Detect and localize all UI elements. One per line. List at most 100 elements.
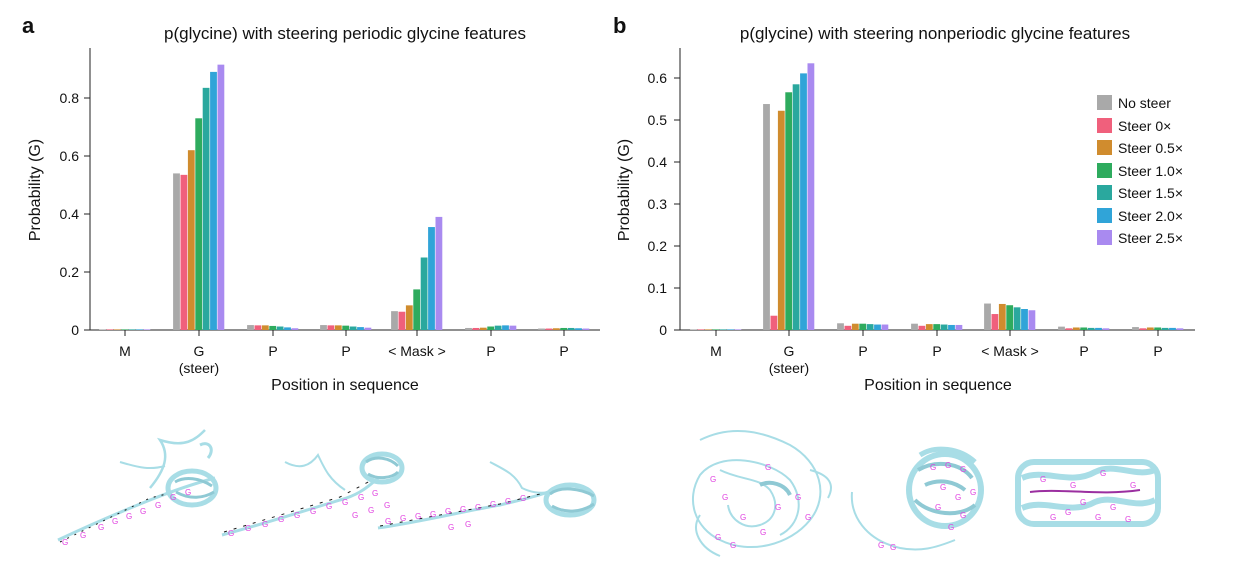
bar-b-bar-s5-c3 bbox=[948, 324, 955, 330]
glycine-marker-55: G bbox=[1050, 513, 1056, 522]
glycine-marker-39: G bbox=[795, 493, 801, 502]
legend-label-6: Steer 2.5× bbox=[1118, 230, 1183, 246]
legend-label-5: Steer 2.0× bbox=[1118, 208, 1183, 224]
bar-a-bar-s3-c5 bbox=[487, 326, 495, 330]
glycine-marker-35: G bbox=[722, 493, 728, 502]
bar-a-bar-s4-c4 bbox=[420, 257, 428, 330]
glycine-marker-7: G bbox=[170, 493, 176, 502]
glycine-marker-12: G bbox=[278, 515, 284, 524]
glycine-marker-23: G bbox=[400, 514, 406, 523]
glycine-marker-21: G bbox=[384, 501, 390, 510]
bar-b-bar-s5-c6 bbox=[1169, 327, 1176, 330]
bar-b-bar-s1-c2 bbox=[844, 325, 852, 330]
y-tick-a-0: 0 bbox=[71, 322, 90, 338]
x-tick-a-5: P bbox=[486, 330, 496, 359]
bar-a-bar-s2-c1 bbox=[187, 150, 195, 330]
glycine-marker-8: G bbox=[185, 488, 191, 497]
y-tick-label-a-3: 0.6 bbox=[60, 148, 80, 164]
bar-b-bar-s2-c3 bbox=[925, 324, 933, 330]
y-tick-label-a-2: 0.4 bbox=[60, 206, 80, 222]
glycine-marker-33: G bbox=[465, 520, 471, 529]
bar-a-bar-s3-c1 bbox=[195, 118, 203, 330]
glycine-marker-31: G bbox=[520, 494, 526, 503]
bar-b-bar-s0-c0 bbox=[690, 329, 697, 330]
chart-title-a: p(glycine) with steering periodic glycin… bbox=[164, 24, 526, 43]
x-tick-label-b-0: M bbox=[710, 343, 722, 359]
legend-item-1: Steer 0× bbox=[1097, 118, 1171, 134]
legend-item-6: Steer 2.5× bbox=[1097, 230, 1183, 246]
x-ticks-a: M G(steer) P P < Mask > P P bbox=[119, 330, 569, 376]
bar-b-bar-s6-c0 bbox=[734, 329, 742, 330]
bar-a-bar-s0-c2 bbox=[247, 325, 254, 330]
glycine-marker-49: G bbox=[940, 483, 946, 492]
legend-label-2: Steer 0.5× bbox=[1118, 140, 1183, 156]
y-tick-b-6: 0.6 bbox=[648, 70, 680, 86]
glycine-marker-29: G bbox=[490, 500, 496, 509]
x-tick-label-a-1: G bbox=[194, 343, 205, 359]
glycine-marker-58: G bbox=[1095, 513, 1101, 522]
y-tick-a-2: 0.4 bbox=[60, 206, 90, 222]
glycine-marker-4: G bbox=[126, 512, 132, 521]
bar-a-bar-s4-c6 bbox=[567, 327, 575, 330]
glycine-marker-20: G bbox=[368, 506, 374, 515]
bar-a-bar-s0-c5 bbox=[465, 327, 472, 330]
x-axis-label-b: Position in sequence bbox=[864, 377, 1012, 394]
bar-b-bar-s0-c1 bbox=[763, 104, 770, 330]
glycine-marker-24: G bbox=[415, 512, 421, 521]
bar-a-bar-s5-c2 bbox=[284, 327, 291, 330]
legend-swatch-5 bbox=[1097, 208, 1112, 223]
protein-structure-a1 bbox=[57, 429, 219, 543]
bar-b-bar-s3-c3 bbox=[933, 324, 941, 330]
bar-a-bar-s5-c4 bbox=[428, 227, 435, 330]
glycine-marker-46: G bbox=[930, 463, 936, 472]
glycine-marker-64: G bbox=[1130, 481, 1136, 490]
bar-a-bar-s6-c1 bbox=[217, 64, 225, 331]
bar-a-bar-s0-c0 bbox=[99, 329, 106, 330]
y-tick-b-1: 0.1 bbox=[648, 280, 680, 296]
bar-a-bar-s1-c6 bbox=[545, 328, 553, 330]
bar-b-bar-s2-c4 bbox=[998, 303, 1006, 330]
x-tick-a-1: G(steer) bbox=[179, 330, 219, 376]
bar-a-bar-s3-c6 bbox=[560, 327, 568, 330]
x-tick-sublabel-b-1: (steer) bbox=[769, 360, 809, 376]
bar-b-bar-s3-c4 bbox=[1006, 305, 1014, 330]
protein-structure-b2 bbox=[850, 446, 984, 551]
bars-a bbox=[99, 64, 590, 331]
glycine-marker-56: G bbox=[1065, 508, 1071, 517]
x-tick-a-6: P bbox=[559, 330, 569, 359]
bar-b-bar-s3-c1 bbox=[785, 92, 793, 330]
bar-b-bar-s5-c2 bbox=[874, 324, 881, 330]
x-tick-label-a-5: P bbox=[486, 343, 495, 359]
legend-label-4: Steer 1.5× bbox=[1118, 185, 1183, 201]
bar-a-bar-s2-c4 bbox=[405, 305, 413, 330]
legend-label-0: No steer bbox=[1118, 95, 1171, 111]
y-tick-label-b-3: 0.3 bbox=[648, 196, 668, 212]
glycine-marker-17: G bbox=[358, 493, 364, 502]
glycine-marker-22: G bbox=[385, 517, 391, 526]
bar-b-bar-s0-c2 bbox=[837, 323, 844, 330]
x-ticks-b: M G(steer) P P < Mask > P P bbox=[710, 330, 1163, 376]
bar-a-bar-s6-c5 bbox=[509, 325, 517, 330]
glycine-marker-14: G bbox=[310, 507, 316, 516]
glycine-marker-19: G bbox=[352, 511, 358, 520]
glycine-marker-59: G bbox=[1110, 503, 1116, 512]
legend-item-4: Steer 1.5× bbox=[1097, 185, 1183, 201]
glycine-marker-45: G bbox=[890, 543, 896, 552]
protein-structure-b1 bbox=[691, 429, 832, 557]
legend-item-5: Steer 2.0× bbox=[1097, 208, 1183, 224]
bar-b-bar-s4-c0 bbox=[719, 329, 727, 330]
bar-b-bar-s4-c5 bbox=[1087, 327, 1095, 330]
legend-item-3: Steer 1.0× bbox=[1097, 163, 1183, 179]
bar-a-bar-s5-c0 bbox=[136, 329, 143, 330]
glycine-marker-30: G bbox=[505, 497, 511, 506]
bar-a-bar-s6-c0 bbox=[143, 329, 151, 330]
bar-b-bar-s6-c2 bbox=[881, 324, 889, 330]
bar-a-bar-s3-c2 bbox=[269, 325, 277, 330]
bar-b-bar-s1-c5 bbox=[1065, 328, 1073, 330]
y-tick-b-2: 0.2 bbox=[648, 238, 680, 254]
y-axis-label-a: Probability (G) bbox=[27, 139, 44, 241]
y-tick-label-b-5: 0.5 bbox=[648, 112, 668, 128]
bar-a-bar-s5-c3 bbox=[357, 327, 364, 330]
bars-b bbox=[690, 63, 1184, 331]
glycine-marker-5: G bbox=[140, 507, 146, 516]
